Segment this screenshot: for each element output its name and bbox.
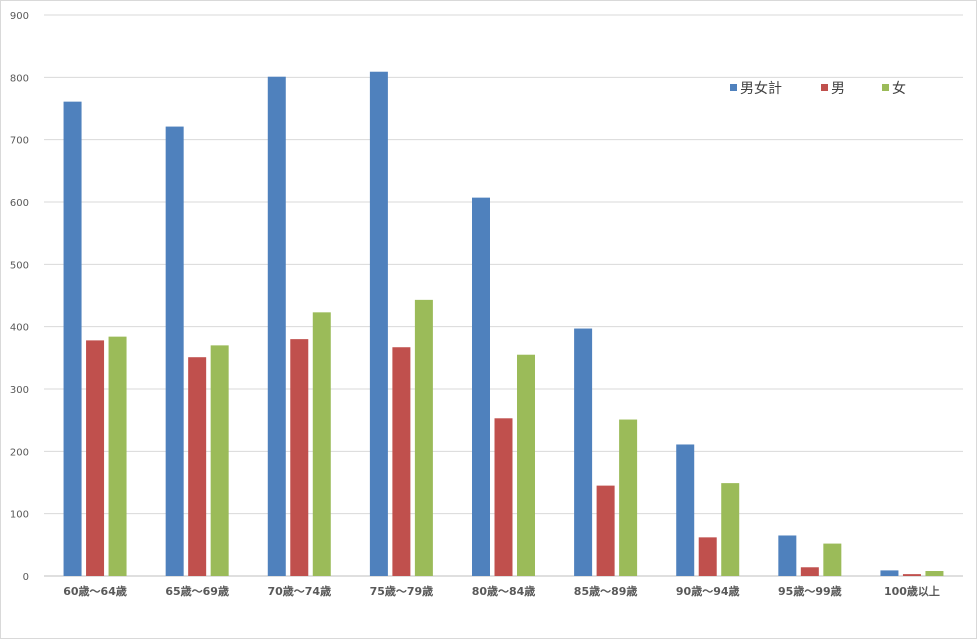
bar [823,543,842,576]
y-tick-label: 0 [23,572,29,583]
bar [619,419,638,576]
y-tick-label: 400 [10,323,29,334]
bar [698,537,717,576]
x-axis-tick-labels: 60歳～64歳 65歳～69歳 70歳～74歳 75歳～79歳 80歳～84歳 85歳～8… [63,584,940,598]
x-tick-label: 90歳～94歳 [676,584,740,598]
bar [517,354,535,576]
bar [86,340,105,576]
x-tick-label: 70歳～74歳 [267,584,331,598]
x-tick-label: 80歳～84歳 [472,584,536,598]
bar [596,485,615,576]
bar [925,571,944,576]
bar [800,567,819,576]
bar [392,347,411,576]
bar [165,126,184,577]
bar [880,570,899,576]
bar [210,345,229,576]
y-tick-label: 300 [10,385,29,396]
bar [721,483,740,576]
bar [188,357,207,576]
y-axis-tick-labels: 0 100 200 300 400 500 600 700 800 900 [10,11,29,583]
bar [676,444,695,576]
legend: 男女計 男 女 [730,80,906,97]
bar [108,336,127,576]
bar [574,328,593,576]
x-tick-label: 75歳～79歳 [370,584,434,598]
x-tick-label: 100歳以上 [884,584,940,598]
y-tick-label: 500 [10,260,29,271]
x-tick-label: 60歳～64歳 [63,584,127,598]
bar [290,339,309,576]
legend-swatch [821,84,828,91]
y-tick-label: 200 [10,447,29,458]
bar [369,71,388,577]
bar [494,418,513,576]
legend-label: 女 [892,80,906,97]
y-tick-label: 900 [10,11,29,22]
bar [472,197,490,577]
bar [267,76,286,577]
bar [902,574,921,576]
bar [414,299,433,576]
bar [63,101,82,576]
legend-swatch [730,84,737,91]
y-tick-label: 800 [10,73,29,84]
legend-label: 男 [831,81,845,97]
y-tick-label: 600 [10,198,29,209]
y-tick-label: 100 [10,510,29,521]
bars [63,71,944,577]
x-tick-label: 85歳～89歳 [574,584,638,598]
x-tick-label: 65歳～69歳 [165,584,229,598]
bar [778,535,797,576]
y-tick-label: 700 [10,136,29,147]
legend-swatch [882,84,889,91]
legend-label: 男女計 [740,80,782,97]
x-tick-label: 95歳～99歳 [778,584,842,598]
bar [312,312,331,576]
